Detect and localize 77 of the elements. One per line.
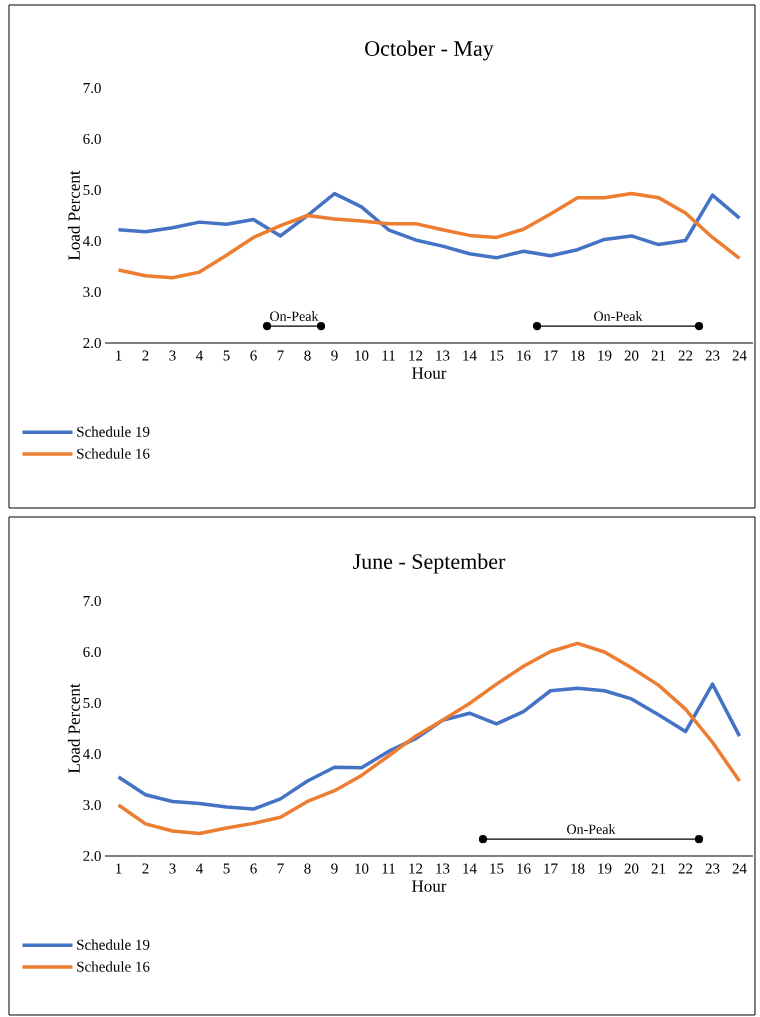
x-tick-label: 17 <box>544 350 558 361</box>
line-series <box>116 641 742 836</box>
y-axis-title: Load Percent <box>67 170 80 261</box>
annotation: On-Peak <box>270 311 319 321</box>
y-tick-label: 3.0 <box>83 799 101 811</box>
x-tick-label: 15 <box>490 350 504 361</box>
chart-title: June - September <box>353 553 506 574</box>
x-tick-label: 17 <box>544 863 558 874</box>
y-tick-label: 5.0 <box>83 697 101 709</box>
x-tick-label: 5 <box>223 350 230 361</box>
x-tick-label: 16 <box>517 350 531 361</box>
annotation: On-Peak <box>594 311 643 321</box>
line-series <box>116 191 742 260</box>
x-tick-label: 2 <box>142 863 149 874</box>
x-tick-label: 21 <box>651 350 666 361</box>
x-tick-label: 8 <box>304 863 311 874</box>
x-tick-label: 7 <box>277 863 284 874</box>
x-tick-label: 3 <box>169 350 176 361</box>
x-tick-label: 23 <box>705 350 720 361</box>
annotation: On-Peak <box>567 824 616 834</box>
y-tick-label: 7.0 <box>83 595 101 607</box>
x-tick-label: 12 <box>409 350 423 361</box>
x-tick-label: 4 <box>196 350 204 361</box>
y-tick-label: 4.0 <box>83 748 101 760</box>
legend-label: Schedule 16 <box>77 961 150 972</box>
x-tick-label: 22 <box>678 350 693 361</box>
y-tick-label: 2.0 <box>83 850 101 862</box>
x-tick-label: 1 <box>116 350 122 361</box>
x-tick-label: 18 <box>571 350 585 361</box>
legend-label: Schedule 16 <box>77 448 150 459</box>
x-tick-label: 6 <box>250 350 257 361</box>
x-tick-label: 10 <box>355 863 369 874</box>
x-axis-title: Hour <box>412 367 447 379</box>
x-tick-label: 13 <box>436 863 450 874</box>
x-tick-label: 16 <box>517 863 531 874</box>
y-tick-label: 5.0 <box>83 184 101 196</box>
legend-label: Schedule 19 <box>77 426 150 437</box>
x-tick-label: 18 <box>571 863 585 874</box>
x-tick-label: 14 <box>463 863 477 874</box>
chart-title: October - May <box>365 40 494 61</box>
legend-label: Schedule 19 <box>77 939 150 950</box>
x-tick-label: 24 <box>732 863 747 874</box>
x-tick-label: 22 <box>678 863 693 874</box>
y-tick-label: 3.0 <box>83 286 101 298</box>
x-tick-label: 6 <box>250 863 257 874</box>
x-tick-label: 20 <box>624 350 639 361</box>
x-tick-label: 8 <box>304 350 311 361</box>
x-tick-label: 3 <box>169 863 176 874</box>
x-tick-label: 11 <box>382 863 395 874</box>
x-tick-label: 7 <box>277 350 284 361</box>
x-tick-label: 1 <box>116 863 122 874</box>
x-tick-label: 14 <box>463 350 477 361</box>
line-series <box>116 191 742 280</box>
x-tick-label: 23 <box>705 863 720 874</box>
y-tick-label: 6.0 <box>83 646 101 658</box>
y-tick-label: 2.0 <box>83 337 101 349</box>
y-tick-label: 7.0 <box>83 82 101 94</box>
x-tick-label: 15 <box>490 863 504 874</box>
x-tick-label: 21 <box>651 863 666 874</box>
x-tick-label: 19 <box>598 350 612 361</box>
x-tick-label: 4 <box>196 863 204 874</box>
x-tick-label: 10 <box>355 350 369 361</box>
x-tick-label: 19 <box>598 863 612 874</box>
y-axis-title: Load Percent <box>67 683 80 774</box>
x-tick-label: 9 <box>331 350 338 361</box>
y-tick-label: 4.0 <box>83 235 101 247</box>
x-tick-label: 12 <box>409 863 423 874</box>
x-tick-label: 5 <box>223 863 230 874</box>
x-axis-title: Hour <box>412 880 447 892</box>
x-tick-label: 24 <box>732 350 747 361</box>
y-tick-label: 6.0 <box>83 133 101 145</box>
x-tick-label: 9 <box>331 863 338 874</box>
x-tick-label: 2 <box>142 350 149 361</box>
x-tick-label: 20 <box>624 863 639 874</box>
x-tick-label: 11 <box>382 350 395 361</box>
line-series <box>116 682 742 811</box>
x-tick-label: 13 <box>436 350 450 361</box>
